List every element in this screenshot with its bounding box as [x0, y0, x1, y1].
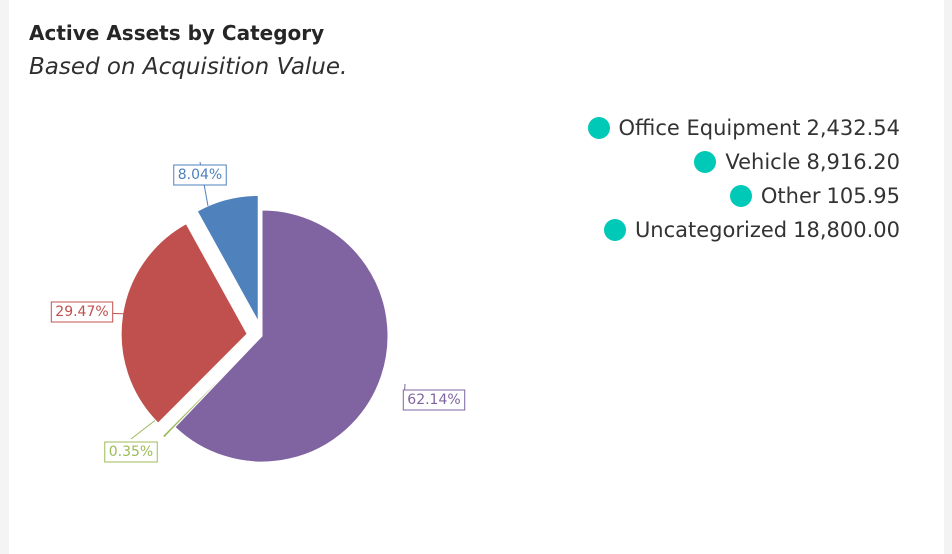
legend-item-uncategorized[interactable]: Uncategorized 18,800.00	[603, 213, 900, 247]
pie-slice-other[interactable]	[161, 346, 252, 439]
legend-item-vehicle[interactable]: Vehicle 8,916.20	[694, 145, 900, 179]
pie-slice-vehicle[interactable]	[120, 222, 248, 424]
data-label-box	[104, 441, 158, 463]
legend-dot-icon	[603, 219, 626, 241]
legend-label: Office Equipment	[618, 116, 801, 140]
data-label-uncategorized: 62.14%	[407, 392, 460, 408]
legend-dot-icon	[587, 117, 610, 139]
legend-label: Vehicle	[725, 150, 801, 174]
legend-value: 18,800.00	[793, 218, 900, 242]
data-label-other: 0.35%	[109, 444, 153, 460]
card-edge	[944, 0, 952, 554]
pie-slice-uncategorized[interactable]	[174, 209, 389, 463]
legend-label: Uncategorized	[634, 218, 788, 242]
legend-value: 105.95	[826, 184, 900, 208]
pie-slice-office-equipment[interactable]	[196, 194, 259, 322]
data-label-box	[173, 164, 227, 186]
legend-label: Other	[760, 184, 821, 208]
legend-item-other[interactable]: Other 105.95	[729, 179, 900, 213]
data-label-vehicle: 29.47%	[55, 304, 108, 320]
chart-subtitle: Based on Acquisition Value.	[29, 54, 348, 80]
data-label-office-equipment: 8.04%	[178, 167, 222, 183]
chart-legend: Office Equipment 2,432.54 Vehicle 8,916.…	[587, 111, 900, 247]
chart-title: Active Assets by Category	[29, 21, 325, 45]
data-label-box	[402, 389, 466, 411]
legend-item-office-equipment[interactable]: Office Equipment 2,432.54	[587, 111, 900, 145]
legend-dot-icon	[729, 185, 752, 207]
data-label-box	[50, 301, 114, 323]
legend-value: 2,432.54	[806, 116, 900, 140]
legend-value: 8,916.20	[806, 150, 900, 174]
legend-dot-icon	[694, 151, 717, 173]
